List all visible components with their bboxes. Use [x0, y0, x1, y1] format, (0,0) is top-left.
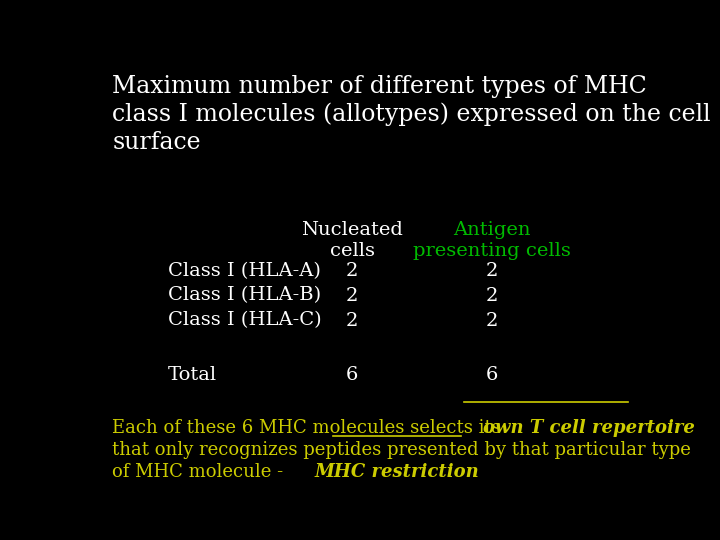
Text: Maximum number of different types of MHC
class I molecules (allotypes) expressed: Maximum number of different types of MHC…	[112, 75, 711, 154]
Text: Antigen
presenting cells: Antigen presenting cells	[413, 221, 571, 260]
Text: Each of these 6 MHC molecules selects its: Each of these 6 MHC molecules selects it…	[112, 419, 507, 437]
Text: Class I (HLA-B): Class I (HLA-B)	[168, 287, 321, 305]
Text: 6: 6	[346, 366, 359, 383]
Text: 2: 2	[346, 287, 359, 305]
Text: Total: Total	[168, 366, 217, 383]
Text: own T cell repertoire: own T cell repertoire	[483, 419, 695, 437]
Text: Class I (HLA-A): Class I (HLA-A)	[168, 261, 321, 280]
Text: 2: 2	[485, 312, 498, 329]
Text: MHC restriction: MHC restriction	[314, 463, 479, 481]
Text: 2: 2	[346, 312, 359, 329]
Text: of MHC molecule -: of MHC molecule -	[112, 463, 289, 481]
Text: that only recognizes peptides presented by that particular type: that only recognizes peptides presented …	[112, 441, 691, 459]
Text: Nucleated
cells: Nucleated cells	[302, 221, 403, 260]
Text: 6: 6	[485, 366, 498, 383]
Text: 2: 2	[485, 261, 498, 280]
Text: Class I (HLA-C): Class I (HLA-C)	[168, 312, 322, 329]
Text: 2: 2	[346, 261, 359, 280]
Text: 2: 2	[485, 287, 498, 305]
